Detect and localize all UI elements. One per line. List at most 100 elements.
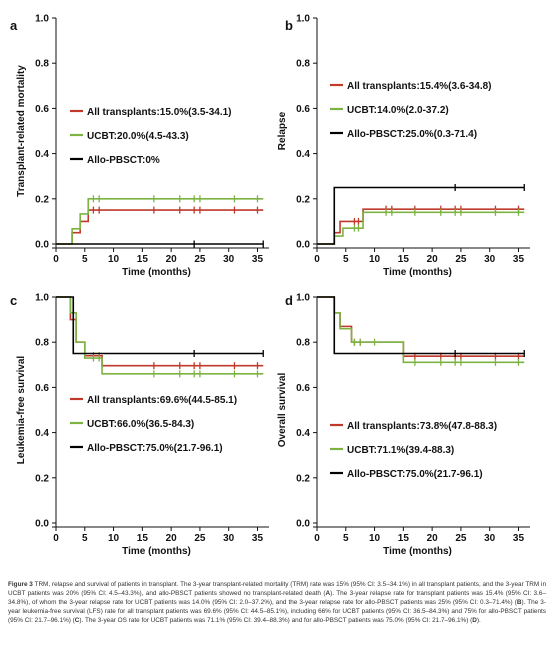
x-tick-label: 30 xyxy=(223,533,235,544)
series-line-1 xyxy=(56,198,264,245)
legend-label: All transplants:15.4%(3.6-34.8) xyxy=(347,81,492,92)
x-tick-label: 5 xyxy=(343,533,349,544)
y-tick-label: 0.6 xyxy=(35,383,49,394)
x-tick-label: 35 xyxy=(252,254,264,265)
x-tick-label: 5 xyxy=(82,254,88,265)
x-tick-label: 10 xyxy=(108,533,120,544)
legend-label: UCBT:14.0%(2.0-37.2) xyxy=(347,105,449,116)
series-line-2 xyxy=(56,296,264,355)
x-tick-label: 20 xyxy=(166,254,178,265)
series-line-1 xyxy=(317,296,525,364)
series-line-1 xyxy=(317,211,525,245)
legend-label: Allo-PBSCT:75.0%(21.7-96.1) xyxy=(87,443,223,454)
figure-panels: a 0.0 0.2 0.4 0.6 0.8 1.0 0 5 10 15 20 25 30 35 Time (m… xyxy=(10,14,530,557)
chart-panel-d: d 0.0 0.2 0.4 0.6 0.8 1.0 0 5 10 15 20 25 30 35 Time (m… xyxy=(277,293,530,557)
y-tick-label: 0.6 xyxy=(296,104,310,115)
caption-text-5: ). xyxy=(476,617,481,624)
x-axis-title: Time (months) xyxy=(122,546,191,557)
y-tick-label: 0.4 xyxy=(296,149,310,160)
x-tick-label: 20 xyxy=(427,533,439,544)
panel-label: a xyxy=(10,18,18,33)
series-line-2 xyxy=(317,186,525,245)
legend-label: Allo-PBSCT:25.0%(0.3-71.4) xyxy=(347,129,477,140)
y-tick-label: 0.2 xyxy=(35,194,49,205)
y-tick-label: 0.2 xyxy=(35,473,49,484)
y-tick-label: 0.4 xyxy=(35,428,49,439)
legend-label: All transplants:73.8%(47.8-88.3) xyxy=(347,421,497,432)
caption-ref-c: C xyxy=(74,617,80,624)
x-tick-label: 5 xyxy=(82,533,88,544)
y-tick-label: 0.8 xyxy=(296,59,310,70)
series-line-2 xyxy=(317,296,525,355)
x-tick-label: 10 xyxy=(369,533,381,544)
y-tick-label: 0.6 xyxy=(35,104,49,115)
y-tick-label: 1.0 xyxy=(35,14,49,25)
x-tick-label: 25 xyxy=(455,254,467,265)
y-tick-label: 0.0 xyxy=(35,519,49,530)
chart-panel-a: a 0.0 0.2 0.4 0.6 0.8 1.0 0 5 10 15 20 25 30 35 Time (m… xyxy=(10,14,269,278)
legend-label: All transplants:15.0%(3.5-34.1) xyxy=(87,107,232,118)
caption-text-3: ). The 3-year leukemia-free survival (LF… xyxy=(8,599,546,624)
caption-ref-a: A xyxy=(325,590,331,597)
legend-label: All transplants:69.6%(44.5-85.1) xyxy=(87,395,237,406)
y-tick-label: 0.4 xyxy=(296,428,310,439)
panel-label: b xyxy=(285,18,293,33)
x-tick-label: 15 xyxy=(398,533,410,544)
y-tick-label: 0.8 xyxy=(296,338,310,349)
caption-text-1: TRM, relapse and survival of patients in… xyxy=(8,581,546,597)
x-tick-label: 35 xyxy=(513,533,525,544)
x-tick-label: 15 xyxy=(137,254,149,265)
y-tick-label: 0.6 xyxy=(296,383,310,394)
caption-ref-b: B xyxy=(516,599,522,606)
panel-label: d xyxy=(285,293,293,308)
figure-caption: Figure 3 TRM, relapse and survival of pa… xyxy=(8,580,546,625)
chart-panel-b: b 0.0 0.2 0.4 0.6 0.8 1.0 0 5 10 15 20 25 30 35 Time (m… xyxy=(277,14,530,278)
y-tick-label: 0.8 xyxy=(35,59,49,70)
caption-ref-d: D xyxy=(472,617,477,624)
y-tick-label: 1.0 xyxy=(296,14,310,25)
series-line-0 xyxy=(317,296,525,358)
y-axis-title: Leukemia-free survival xyxy=(16,356,27,465)
legend-label: UCBT:66.0%(36.5-84.3) xyxy=(87,419,194,430)
chart-panel-c: c 0.0 0.2 0.4 0.6 0.8 1.0 0 5 10 15 20 25 30 35 Time (m… xyxy=(10,293,269,557)
x-tick-label: 25 xyxy=(194,533,206,544)
series-line-0 xyxy=(56,296,264,367)
y-tick-label: 1.0 xyxy=(296,293,310,304)
y-tick-label: 0.2 xyxy=(296,194,310,205)
x-tick-label: 20 xyxy=(166,533,178,544)
y-tick-label: 1.0 xyxy=(35,293,49,304)
x-tick-label: 10 xyxy=(369,254,381,265)
x-tick-label: 35 xyxy=(252,533,264,544)
x-tick-label: 30 xyxy=(223,254,235,265)
x-tick-label: 0 xyxy=(53,254,59,265)
caption-text-2: ). The 3-year relapse rate for transplan… xyxy=(8,590,547,606)
x-tick-label: 30 xyxy=(484,533,496,544)
x-tick-label: 25 xyxy=(194,254,206,265)
y-tick-label: 0.8 xyxy=(35,338,49,349)
x-tick-label: 20 xyxy=(427,254,439,265)
x-tick-label: 10 xyxy=(108,254,120,265)
x-tick-label: 25 xyxy=(455,533,467,544)
x-axis-title: Time (months) xyxy=(383,546,452,557)
y-axis-title: Transplant-related mortality xyxy=(16,65,27,197)
x-tick-label: 0 xyxy=(53,533,59,544)
series-line-1 xyxy=(56,296,264,375)
x-tick-label: 30 xyxy=(484,254,496,265)
legend-label: UCBT:71.1%(39.4-88.3) xyxy=(347,445,454,456)
legend-label: Allo-PBSCT:75.0%(21.7-96.1) xyxy=(347,469,483,480)
x-axis-title: Time (months) xyxy=(383,267,452,278)
panel-label: c xyxy=(10,293,17,308)
legend-label: Allo-PBSCT:0% xyxy=(87,155,160,166)
series-line-0 xyxy=(317,208,525,245)
x-tick-label: 0 xyxy=(314,533,320,544)
y-axis-title: Overall survival xyxy=(277,373,288,448)
caption-text-4: ). The 3-year OS rate for UCBT patients … xyxy=(79,617,473,624)
series-line-0 xyxy=(56,209,264,245)
x-axis-title: Time (months) xyxy=(122,267,191,278)
y-tick-label: 0.0 xyxy=(296,240,310,251)
caption-lead: Figure 3 xyxy=(8,581,33,588)
y-axis-title: Relapse xyxy=(277,111,288,150)
legend-label: UCBT:20.0%(4.5-43.3) xyxy=(87,131,189,142)
x-tick-label: 0 xyxy=(314,254,320,265)
y-tick-label: 0.0 xyxy=(296,519,310,530)
